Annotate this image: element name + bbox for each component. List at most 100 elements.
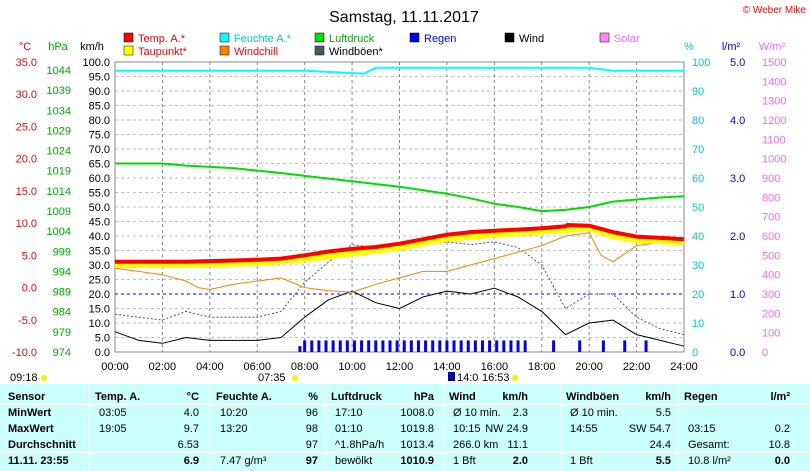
table-header-unit: l/m² [770, 391, 790, 403]
humidity-axis-tick: 60 [692, 173, 704, 185]
wind-axis-tick: 60.0 [89, 173, 110, 185]
legend-label: Windböen* [329, 46, 384, 58]
wind-axis-tick: 10.0 [89, 318, 110, 330]
legend-swatch [219, 45, 230, 56]
rain-bar [338, 340, 342, 352]
temp-axis-tick: -5.0 [18, 315, 37, 327]
legend-swatch [123, 45, 134, 56]
legend-label: Taupunkt* [138, 46, 188, 58]
legend-label: Solar [614, 33, 640, 45]
rain-bar [303, 340, 307, 352]
wind-axis-tick: 35.0 [89, 246, 110, 258]
wind-axis-tick: 80.0 [89, 115, 110, 127]
table-cell-sub: 01:10 [335, 423, 363, 435]
legend-swatch [409, 32, 420, 43]
wind-axis-unit: km/h [80, 41, 104, 53]
rain-bar [623, 340, 627, 352]
wind-axis-tick: 55.0 [89, 188, 110, 200]
table-row-label: MaxWert [8, 423, 54, 435]
rain-bar [495, 340, 499, 352]
wind-axis-tick: 40.0 [89, 231, 110, 243]
temp-axis-tick: 20.0 [16, 154, 37, 166]
rain-axis-tick: 1.0 [730, 289, 745, 301]
rain-bar [374, 340, 378, 352]
table-cell-value: 97 [305, 439, 318, 451]
table-cell-sub: 1 Bft [570, 455, 593, 467]
pressure-axis-unit: hPa [48, 41, 68, 53]
table-cell-sub: Ø 10 min. [570, 407, 618, 419]
rain-bar [473, 340, 477, 352]
pressure-axis-tick: 999 [53, 246, 71, 258]
rain-bar [345, 340, 349, 352]
series-taupunkt [115, 225, 685, 268]
table-cell-value: 1008.0 [400, 407, 434, 419]
table-cell-sub: 13:20 [220, 423, 248, 435]
pressure-axis-tick: 1014 [47, 186, 71, 198]
rain-bar [452, 340, 456, 352]
humidity-axis-tick: 0 [692, 347, 698, 359]
moon-icon [448, 372, 455, 381]
table-cell-value: 6.53 [177, 439, 199, 451]
solar-axis-tick: 200 [762, 308, 780, 320]
table-header-unit: °C [186, 391, 199, 403]
table-col-divider [443, 384, 444, 471]
time-tick: 18:00 [528, 361, 556, 373]
table-cell-value: 0.0 [774, 455, 790, 467]
humidity-axis-tick: 30 [692, 260, 704, 272]
table-cell-sub: Ø 10 min. [453, 407, 501, 419]
rain-bar [552, 340, 556, 352]
time-tick: 08:00 [291, 361, 319, 373]
table-cell-value: SW 54.7 [628, 423, 671, 435]
table-header: Regen [684, 391, 718, 403]
table-cell-value: 1019.8 [400, 423, 434, 435]
table-col-divider [324, 384, 325, 471]
rain-bar [298, 346, 302, 352]
rain-bar [352, 340, 356, 352]
wind-axis-tick: 85.0 [89, 101, 110, 113]
table-row-label: MinWert [8, 407, 52, 419]
legend-swatch [599, 32, 610, 43]
table-header: Sensor [8, 391, 46, 403]
rain-bar [402, 340, 406, 352]
time-tick: 16:00 [481, 361, 509, 373]
table-cell-value: 5.5 [655, 455, 671, 467]
table-header: Temp. A. [95, 391, 141, 403]
table-cell-sub: 17:10 [335, 407, 363, 419]
time-tick: 10:00 [338, 361, 366, 373]
pressure-axis-tick: 1044 [47, 65, 71, 77]
temp-axis-tick: 35.0 [16, 57, 37, 69]
temp-axis-tick: 0.0 [22, 283, 37, 295]
solar-axis-tick: 1400 [762, 76, 786, 88]
legend-swatch [314, 45, 325, 56]
wind-axis-tick: 0.0 [95, 347, 110, 359]
table-col-divider [560, 384, 561, 471]
wind-axis-tick: 70.0 [89, 144, 110, 156]
sunrise-label: 07:35 [258, 372, 286, 384]
humidity-axis-tick: 100 [692, 57, 710, 69]
table-header-unit: % [308, 391, 318, 403]
legend-swatch [219, 32, 230, 43]
credit-text: © Weber Mike [743, 5, 807, 16]
table-cell-value: 5.5 [655, 407, 671, 419]
solar-axis-tick: 700 [762, 212, 780, 224]
rain-bar [367, 340, 371, 352]
humidity-axis-unit: % [684, 41, 694, 53]
table-row-divider [0, 452, 810, 453]
table-cell-sub: Gesamt: [688, 439, 730, 451]
humidity-axis-tick: 40 [692, 231, 704, 243]
legend-label: Wind [519, 33, 544, 45]
pressure-axis-tick: 979 [53, 327, 71, 339]
table-header: Wind [449, 391, 476, 403]
axes: 35.0 30.0 25.0 20.0 15.0 10.0 5.0 0.0 -5.0 -10.0 1… [12, 57, 787, 359]
table-cell-value: 1010.9 [400, 455, 434, 467]
table-cell-value: 10.8 [768, 439, 790, 451]
temp-axis-unit: °C [19, 41, 31, 53]
solar-axis-tick: 1200 [762, 115, 786, 127]
series-luftdruck [115, 162, 685, 213]
time-tick: 24:00 [670, 361, 698, 373]
pressure-axis-tick: 989 [53, 287, 71, 299]
legend-label: Regen [424, 33, 456, 45]
rain-bar [601, 340, 605, 352]
table-cell-sub: 10.8 l/m² [688, 455, 731, 467]
time-tick: 14:00 [433, 361, 461, 373]
